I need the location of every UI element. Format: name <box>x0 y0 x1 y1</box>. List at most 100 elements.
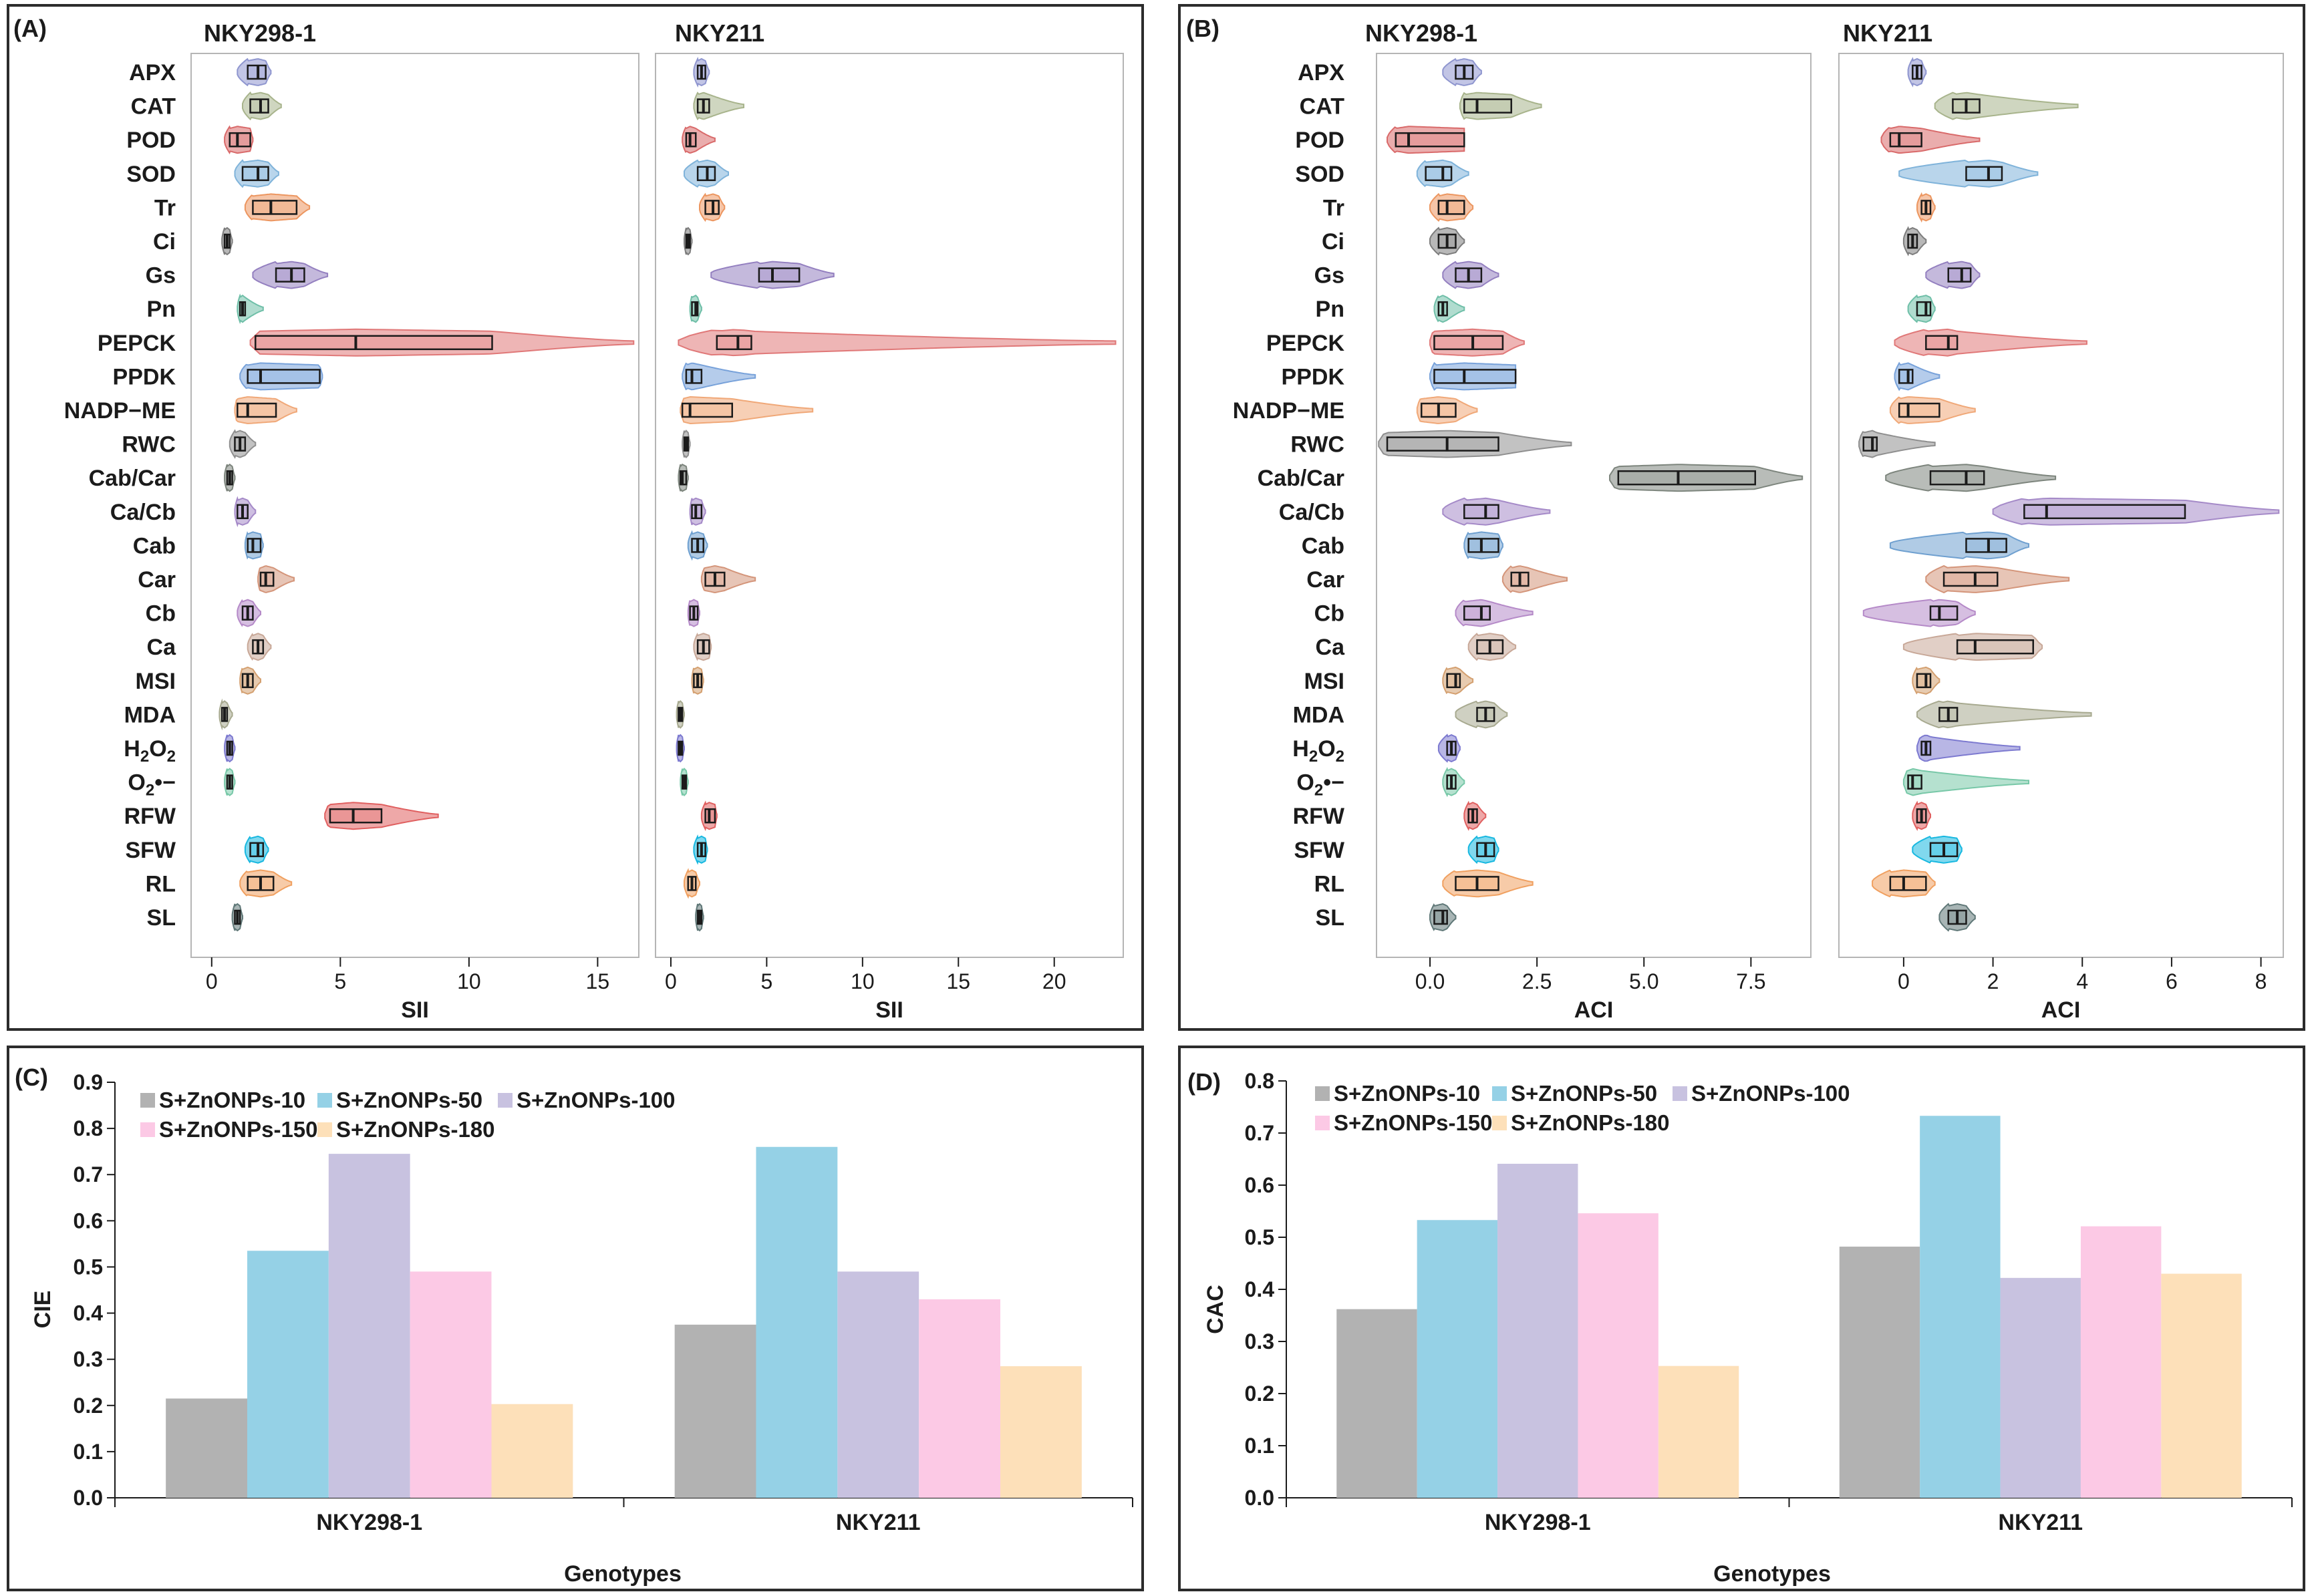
variable-label-b-cab-car: Cab/Car <box>1258 466 1344 491</box>
y-tick-label-c-0: 0.0 <box>74 1486 103 1510</box>
variable-label-b-cab: Cab <box>1302 533 1344 558</box>
variable-label-a-o2: O2•− <box>128 770 176 800</box>
box-a-nky211-gs <box>758 267 801 283</box>
x-tick-label-a-nky298-1-2: 10 <box>457 969 481 993</box>
x-tick-label-a-nky298-1-0: 0 <box>206 969 218 993</box>
violin-b-nky211-pepck <box>1894 328 2087 357</box>
box-b-nky211-pepck <box>1925 335 1959 351</box>
y-tick-label-d-4: 0.4 <box>1245 1277 1275 1301</box>
x-tick-label-b-nky298-1-0: 0.0 <box>1415 969 1445 993</box>
y-tick-label-d-7: 0.7 <box>1245 1121 1274 1145</box>
variable-label-b-sl: SL <box>1316 905 1344 931</box>
variable-label-a-tr: Tr <box>154 195 176 220</box>
panel-b-frame <box>1178 4 2305 1031</box>
variable-label-a-pn: Pn <box>147 297 176 322</box>
box-b-nky211-pod <box>1889 132 1922 148</box>
legend-label-c-s-znonps-180: S+ZnONPs-180 <box>336 1117 495 1142</box>
variable-label-b-cat: CAT <box>1300 94 1345 120</box>
x-tick-label-b-nky211-2: 4 <box>2076 969 2088 993</box>
variable-label-a-cb: Cb <box>146 601 176 627</box>
x-tick-label-a-nky211-0: 0 <box>665 969 677 993</box>
legend-label-d-s-znonps-50: S+ZnONPs-50 <box>1511 1081 1657 1106</box>
y-tick-label-d-1: 0.1 <box>1245 1434 1274 1458</box>
y-tick-label-d-0: 0.0 <box>1245 1486 1274 1510</box>
legend-swatch-c-s-znonps-100 <box>498 1093 513 1108</box>
violin-a-nky211-pepck <box>678 329 1117 357</box>
ylabel-c: CIE <box>30 1291 55 1329</box>
variable-label-b-o2: O2•− <box>1296 770 1344 800</box>
bar-d-nky298-1-s-znonps-100 <box>1497 1164 1578 1498</box>
bar-c-nky211-s-znonps-50 <box>756 1146 838 1498</box>
box-a-nky298-1-pepck <box>255 335 493 351</box>
legend-label-d-s-znonps-180: S+ZnONPs-180 <box>1511 1110 1670 1135</box>
facet-box-b-nky211 <box>1838 53 2284 958</box>
panel-b-label: (B) <box>1186 15 1219 42</box>
box-b-nky298-1-pod <box>1395 132 1465 148</box>
variable-label-a-ca-cb: Ca/Cb <box>110 500 176 525</box>
variable-label-a-cat: CAT <box>131 94 176 120</box>
bar-c-nky211-s-znonps-150 <box>919 1299 1001 1498</box>
panel-c-label: (C) <box>15 1064 48 1091</box>
variable-label-a-sod: SOD <box>126 162 176 187</box>
bar-c-nky211-s-znonps-180 <box>1000 1366 1082 1498</box>
variable-label-b-ca: Ca <box>1316 635 1346 660</box>
x-tick-label-b-nky211-3: 6 <box>2166 969 2178 993</box>
variable-label-a-rl: RL <box>146 871 176 897</box>
facet-title-a-nky211: NKY211 <box>675 19 764 47</box>
category-label-c-nky211: NKY211 <box>836 1510 921 1535</box>
variable-label-a-car: Car <box>138 567 176 593</box>
legend-swatch-d-s-znonps-150 <box>1315 1116 1330 1130</box>
variable-label-a-sl: SL <box>147 905 176 931</box>
box-b-nky298-1-rwc <box>1386 436 1499 452</box>
facet-title-b-nky298: NKY298-1 <box>1365 19 1477 47</box>
variable-label-b-pn: Pn <box>1316 297 1344 322</box>
variable-label-a-rfw: RFW <box>124 804 176 829</box>
box-a-nky298-1-pod <box>229 132 251 148</box>
box-b-nky298-1-ca-cb <box>1463 504 1499 520</box>
xlabel-b-nky211: ACI <box>2041 997 2081 1023</box>
xlabel-a-nky298: SII <box>401 997 429 1023</box>
legend-label-c-s-znonps-10: S+ZnONPs-10 <box>159 1088 305 1112</box>
category-label-d-nky298-1: NKY298-1 <box>1485 1510 1591 1535</box>
variable-label-b-pod: POD <box>1295 128 1344 153</box>
box-b-nky298-1-sl <box>1433 909 1448 925</box>
variable-label-a-ci: Ci <box>153 229 176 255</box>
box-a-nky298-1-tr <box>252 200 298 215</box>
x-tick-label-b-nky298-1-2: 5.0 <box>1629 969 1658 993</box>
variable-label-a-pepck: PEPCK <box>98 331 176 356</box>
variable-label-a-cab-car: Cab/Car <box>89 466 176 491</box>
box-b-nky211-cb <box>1929 605 1959 621</box>
x-tick-label-b-nky298-1-1: 2.5 <box>1522 969 1552 993</box>
bar-d-nky211-s-znonps-50 <box>1920 1116 2001 1498</box>
variable-label-b-msi: MSI <box>1304 669 1344 694</box>
box-b-nky298-1-msi <box>1446 673 1461 689</box>
violin-b-nky211-cab-car <box>1885 464 2057 492</box>
y-tick-label-d-6: 0.6 <box>1245 1173 1274 1197</box>
category-label-d-nky211: NKY211 <box>1998 1510 2083 1535</box>
x-tick-label-b-nky211-1: 2 <box>1987 969 1999 993</box>
y-tick-label-c-6: 0.6 <box>74 1209 103 1233</box>
box-b-nky211-ca-cb <box>2023 504 2186 520</box>
y-tick-label-c-2: 0.2 <box>74 1394 103 1418</box>
box-a-nky298-1-sod <box>241 166 269 182</box>
legend-label-c-s-znonps-100: S+ZnONPs-100 <box>517 1088 676 1112</box>
y-tick-label-c-1: 0.1 <box>74 1440 103 1464</box>
variable-label-a-pod: POD <box>126 128 176 153</box>
box-b-nky211-car <box>1942 571 1999 587</box>
legend-label-d-s-znonps-100: S+ZnONPs-100 <box>1691 1081 1850 1106</box>
legend-swatch-d-s-znonps-180 <box>1492 1116 1507 1130</box>
variable-label-b-pepck: PEPCK <box>1266 331 1345 356</box>
panel-d-label: (D) <box>1187 1068 1221 1096</box>
variable-label-a-h2o2: H2O2 <box>124 736 176 766</box>
box-b-nky298-1-tr <box>1437 200 1465 215</box>
box-b-nky211-msi <box>1916 673 1932 689</box>
chart-marks: APX CAT POD SOD Tr Ci Gs Pn PEPCK PPDK NADP−ME RWC C… <box>64 57 2293 1535</box>
x-tick-label-a-nky298-1-1: 5 <box>334 969 346 993</box>
variable-label-b-tr: Tr <box>1323 195 1344 220</box>
x-tick-label-b-nky298-1-3: 7.5 <box>1736 969 1765 993</box>
x-tick-label-a-nky211-1: 5 <box>760 969 772 993</box>
bar-c-nky298-1-s-znonps-50 <box>247 1251 329 1498</box>
ylabel-d: CAC <box>1203 1285 1228 1334</box>
variable-label-b-cb: Cb <box>1314 601 1344 627</box>
